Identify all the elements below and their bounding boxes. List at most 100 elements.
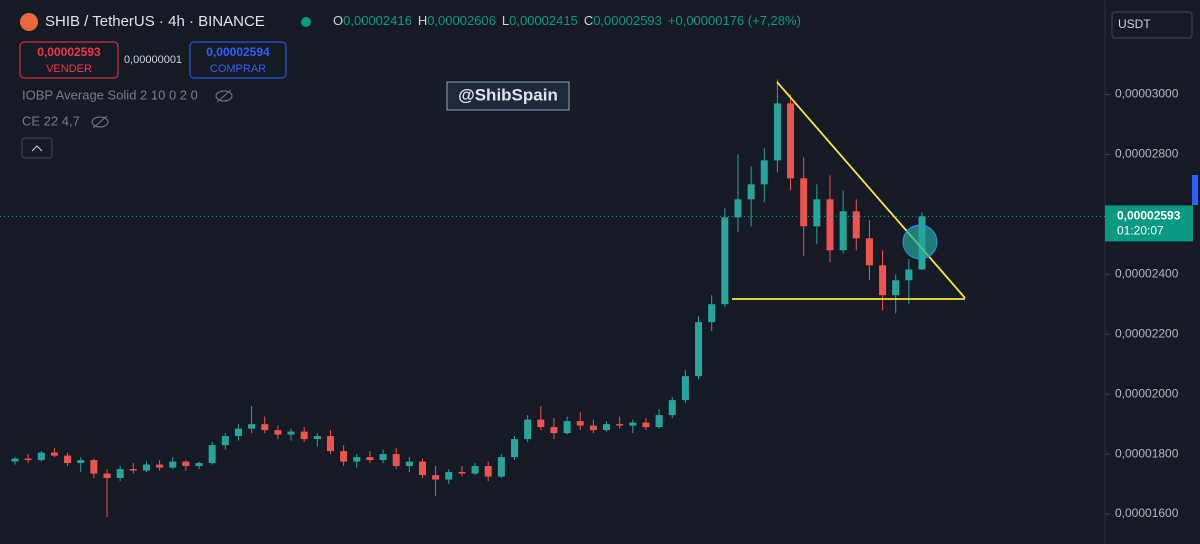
candle-body [879,265,887,296]
sell-button[interactable] [19,41,119,79]
watermark: @ShibSpain [458,85,558,104]
candle-body [24,458,32,461]
candle-body [208,445,216,464]
candle-body [37,452,45,461]
y-tick-label: 0,00001800 [1115,446,1179,460]
buy-button[interactable] [189,41,287,79]
symbol-title: SHIB / TetherUS · 4h · BINANCE [45,13,265,30]
ohlc-key: O [333,13,343,28]
candle-body [234,428,242,437]
candle-body [458,472,466,474]
ohlc-legend: O0,00002416 H0,00002606 L0,00002415 C0,0000… [333,13,801,28]
candle-body [77,460,85,464]
sell-price: 0,00002593 [37,45,101,59]
candle-body [589,425,597,431]
candle-body [418,461,426,476]
candle-body [734,199,742,218]
candle-body [50,452,58,456]
candle-body [90,460,98,474]
candle-body [563,421,571,434]
ohlc-value: 0,00002593 [593,13,662,28]
candle-body [800,178,808,227]
candle-body [603,424,611,431]
candle-body [484,466,492,477]
candle-body [708,304,716,323]
ohlc-value: 0,00002606 [427,13,496,28]
candle-body [839,211,847,251]
candle-body [353,457,361,462]
hide-icon[interactable] [91,115,109,129]
highlight-circle [902,224,938,260]
y-tick-label: 0,00002000 [1115,386,1179,400]
trendline [776,81,966,299]
status-dot [301,17,311,27]
indicator: CE 22 4,7 [22,113,80,128]
candle-body [524,419,532,440]
candle-body [300,431,308,440]
buy-label: COMPRAR [210,63,266,75]
y-tick-label: 0,00002800 [1115,147,1179,161]
candle-body [787,103,795,179]
candle-body [11,458,19,462]
candle-body [64,455,72,464]
candle-body [221,436,229,446]
ohlc-key: H [418,13,427,28]
candle-body [760,160,768,185]
candle-body [550,427,558,434]
candle-body [313,436,321,440]
candle-body [537,419,545,428]
indicator: IOBP Average Solid 2 10 0 2 0 [22,87,198,102]
candle-body [366,457,374,461]
candle-body [471,466,479,474]
candle-body [616,424,624,426]
candle-body [392,454,400,467]
candle-body [905,269,913,281]
candle-body [129,469,137,471]
candle-body [826,199,834,251]
ohlc-change: +0,00000176 (+7,28%) [668,13,801,28]
buy-price: 0,00002594 [206,45,270,59]
side-marker [1192,175,1198,205]
candle-body [432,475,440,480]
collapse-button[interactable] [21,137,53,159]
countdown: 01:20:07 [1117,224,1164,238]
candle-body [655,415,663,428]
candle-body [681,376,689,401]
y-tick-label: 0,00001600 [1115,506,1179,520]
y-tick-label: 0,00002400 [1115,266,1179,280]
candle-body [156,464,164,468]
candle-body [169,461,177,468]
currency: USDT [1118,17,1151,31]
candle-body [747,184,755,200]
candle-body [103,473,111,479]
candle-body [773,103,781,161]
spread: 0,00000001 [124,54,182,66]
watermark-box [446,81,570,111]
y-tick-label: 0,00003000 [1115,87,1179,101]
last-price-tag [1105,205,1193,242]
ohlc-value: 0,00002416 [343,13,412,28]
ohlc-key: C [584,13,593,28]
candle-body [340,451,348,462]
currency-button[interactable] [1111,11,1193,39]
y-tick-label: 0,00002200 [1115,326,1179,340]
candle-body [274,430,282,435]
plot [0,79,1105,518]
hide-icon[interactable] [215,89,233,103]
candle-body [576,421,584,426]
candle-body [892,280,900,296]
candle-body [287,431,295,435]
candle-body [813,199,821,227]
sell-label: VENDER [46,63,92,75]
candle-body [116,469,124,479]
last-price: 0,00002593 [1117,209,1181,223]
candle-body [261,424,269,431]
candle-body [195,463,203,467]
symbol-icon [20,13,38,31]
candle-body [248,424,256,429]
collapse-icon [31,145,43,152]
candle-body [326,436,334,452]
